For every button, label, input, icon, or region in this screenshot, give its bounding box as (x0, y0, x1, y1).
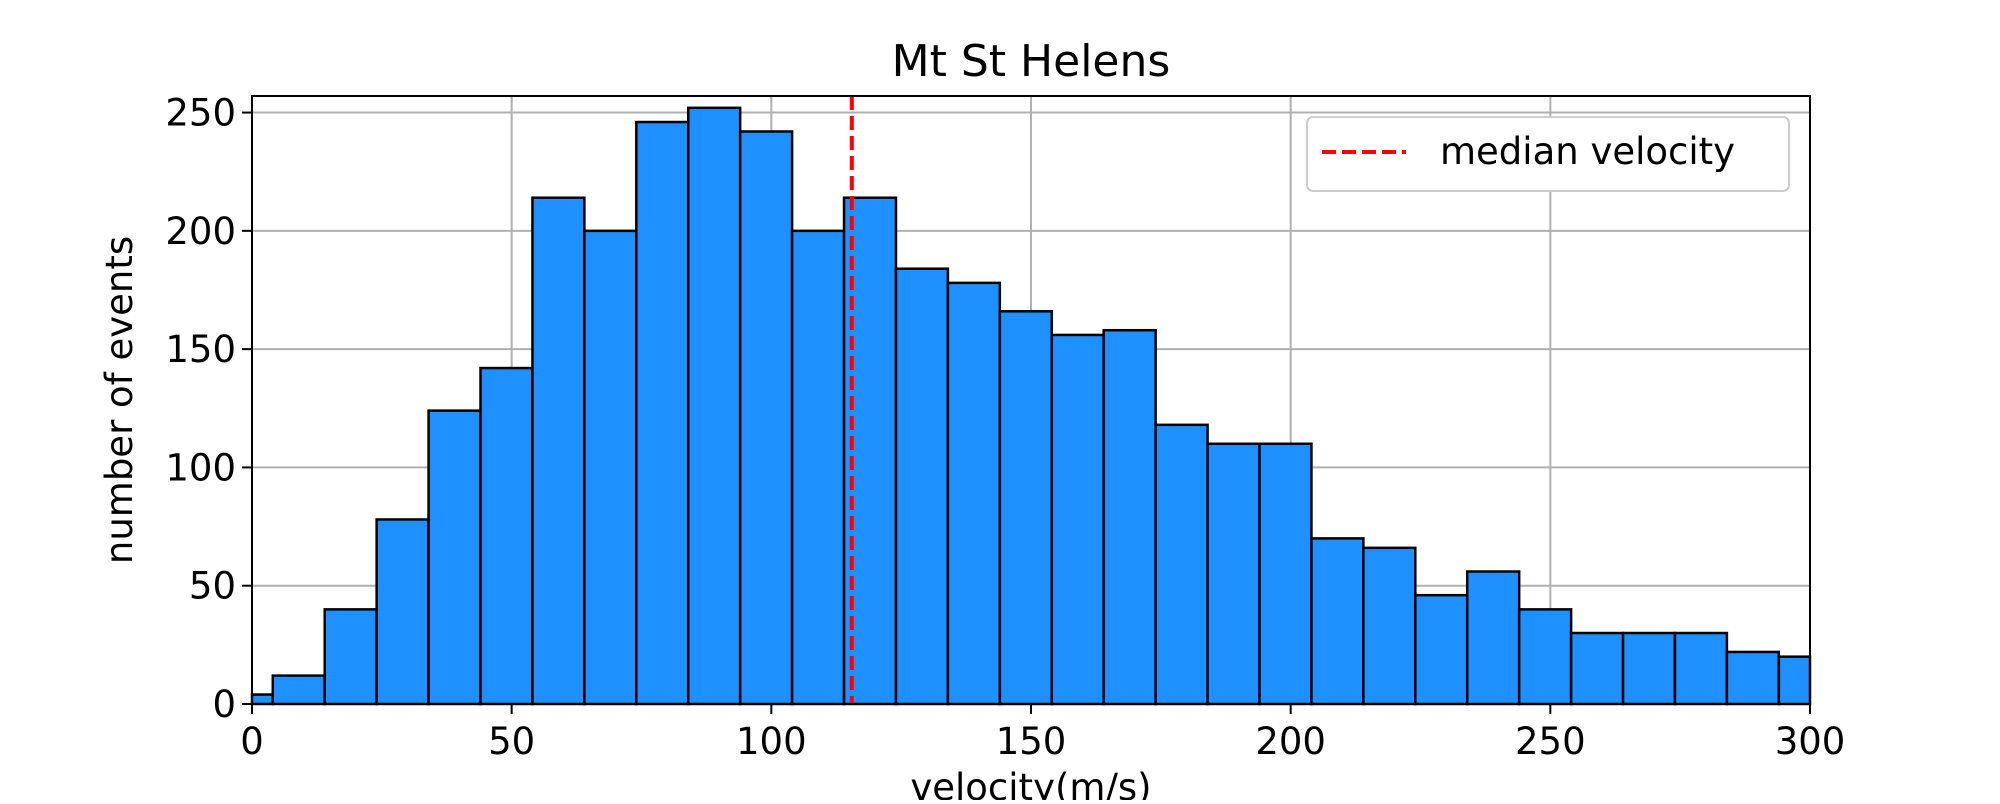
histogram-bar (1050, 333, 1105, 706)
legend-box (1306, 116, 1790, 192)
histogram-bar (583, 229, 638, 706)
histogram-bar (271, 674, 326, 706)
histogram-bar (946, 281, 1002, 706)
histogram-bar (790, 229, 846, 706)
histogram-bar (1621, 631, 1677, 706)
y-axis-ticks: 0 50 100 150 200 250 (165, 92, 252, 726)
histogram-bar (323, 608, 378, 706)
histogram-bar (250, 693, 275, 706)
y-tick-label: 0 (212, 683, 236, 726)
bars-layer (250, 106, 1812, 706)
y-tick-label: 150 (165, 328, 236, 371)
x-tick-label: 200 (1255, 720, 1326, 763)
histogram-bar (686, 106, 742, 706)
histogram-bar (1569, 631, 1625, 706)
histogram-bar (427, 409, 482, 706)
histogram-bar (894, 267, 950, 706)
histogram-bar (738, 130, 794, 706)
y-tick-label: 200 (165, 210, 236, 253)
x-tick-label: 100 (736, 720, 807, 763)
histogram-bar (1673, 631, 1729, 706)
histogram-bar (1310, 537, 1365, 706)
histogram-bar (1777, 655, 1812, 706)
histogram-bar (479, 366, 534, 706)
x-tick-label: 50 (488, 720, 535, 763)
histogram-bar (1725, 650, 1781, 706)
chart-title: Mt St Helens (892, 36, 1171, 87)
y-tick-label: 50 (189, 565, 236, 608)
histogram-bar (635, 120, 690, 706)
histogram-bar (998, 310, 1054, 706)
y-tick-label: 250 (165, 92, 236, 135)
histogram-bar (1362, 546, 1417, 706)
y-axis-label: number of events (98, 236, 141, 564)
legend-label-median-velocity: median velocity (1440, 130, 1735, 173)
histogram-bar (1154, 423, 1209, 706)
x-axis-ticks: 0 50 100 150 200 250 300 (240, 704, 1845, 763)
histogram-bar (1465, 570, 1521, 706)
x-tick-label: 250 (1515, 720, 1586, 763)
x-tick-label: 300 (1775, 720, 1846, 763)
histogram-bar (1102, 328, 1157, 706)
histogram-bar (1206, 442, 1261, 706)
histogram-bar (1414, 593, 1469, 706)
histogram-bar (531, 196, 586, 706)
legend: median velocity (1306, 116, 1790, 192)
x-tick-label: 0 (240, 720, 264, 763)
histogram-bar (375, 518, 430, 706)
histogram-bar (1258, 442, 1313, 706)
y-tick-label: 100 (165, 446, 236, 489)
x-axis-label: velocity(m/s) (910, 766, 1151, 800)
histogram-bar (1517, 608, 1573, 706)
x-tick-label: 150 (996, 720, 1067, 763)
